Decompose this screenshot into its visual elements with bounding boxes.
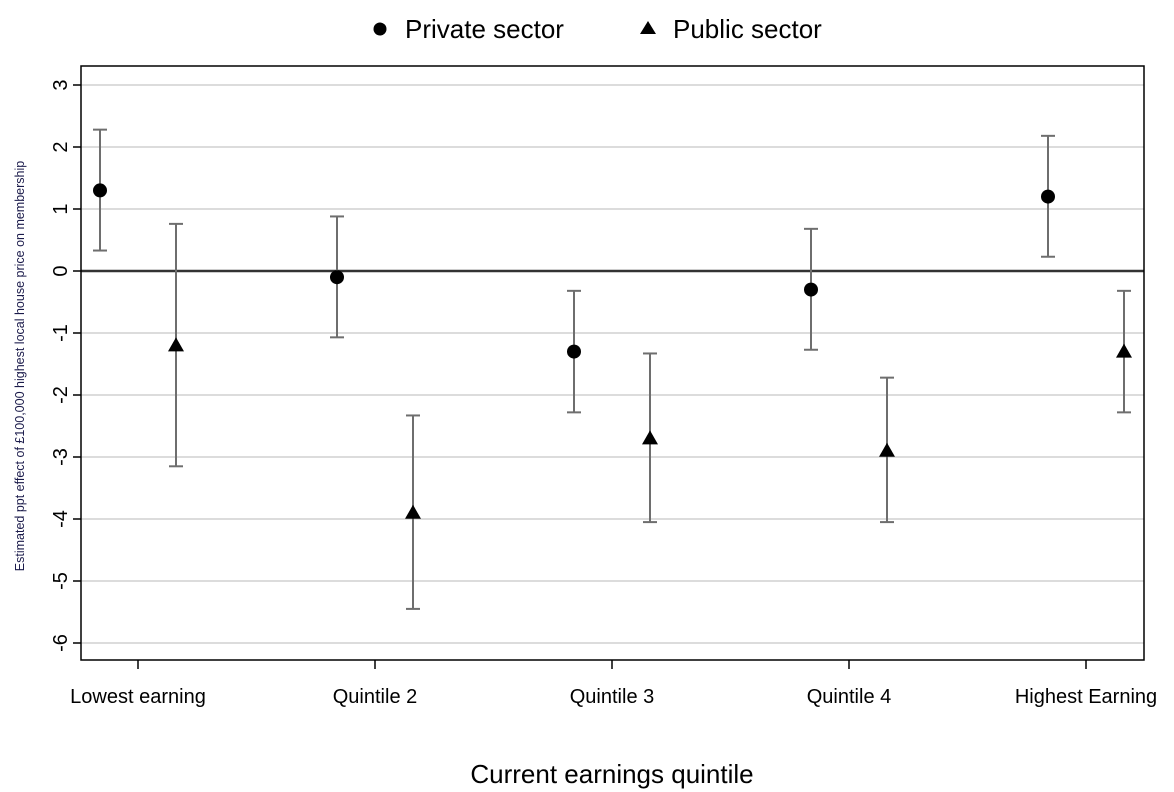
legend: Private sector Public sector [373, 14, 822, 44]
x-tick-label: Quintile 3 [570, 686, 655, 708]
private-sector-point [1041, 189, 1055, 204]
y-axis-label: Estimated ppt effect of £100,000 highest… [13, 161, 27, 571]
x-tick-label: Lowest earning [70, 686, 206, 708]
private-sector-point [567, 344, 581, 359]
public-sector-point [168, 337, 184, 352]
legend-triangle-marker [640, 21, 656, 34]
y-tick-label: -4 [50, 510, 72, 528]
private-sector-point [93, 183, 107, 198]
private-sector-point [804, 282, 818, 297]
public-sector-point [405, 504, 421, 519]
grid [81, 84, 1144, 644]
y-tick-label: -2 [50, 386, 72, 404]
y-tick-label: -1 [50, 324, 72, 342]
legend-circle-marker [373, 22, 387, 36]
y-tick-label: -6 [50, 634, 72, 652]
y-tick-label: 3 [50, 79, 72, 90]
x-tick-label: Quintile 2 [333, 686, 418, 708]
public-sector-point [879, 442, 895, 457]
public-sector-point [642, 430, 658, 445]
x-axis-label: Current earnings quintile [470, 759, 753, 789]
y-tick-label: 2 [50, 141, 72, 152]
private-sector-point [330, 270, 344, 285]
plot-frame [80, 65, 1145, 661]
plot-area [81, 128, 1144, 610]
x-tick-label: Quintile 4 [807, 686, 892, 708]
x-tick-label: Highest Earning [1015, 686, 1157, 708]
legend-label: Private sector [405, 14, 564, 44]
legend-label: Public sector [673, 14, 822, 44]
y-tick-label: 0 [50, 265, 72, 276]
public-sector-point [1116, 343, 1132, 358]
y-tick-label: -5 [50, 572, 72, 590]
y-tick-label: -3 [50, 448, 72, 466]
y-tick-label: 1 [50, 203, 72, 214]
axes: 3 2 1 0 -1 -2 -3 -4 -5 -6 Lowest earning Quintile 2… [50, 65, 1157, 708]
